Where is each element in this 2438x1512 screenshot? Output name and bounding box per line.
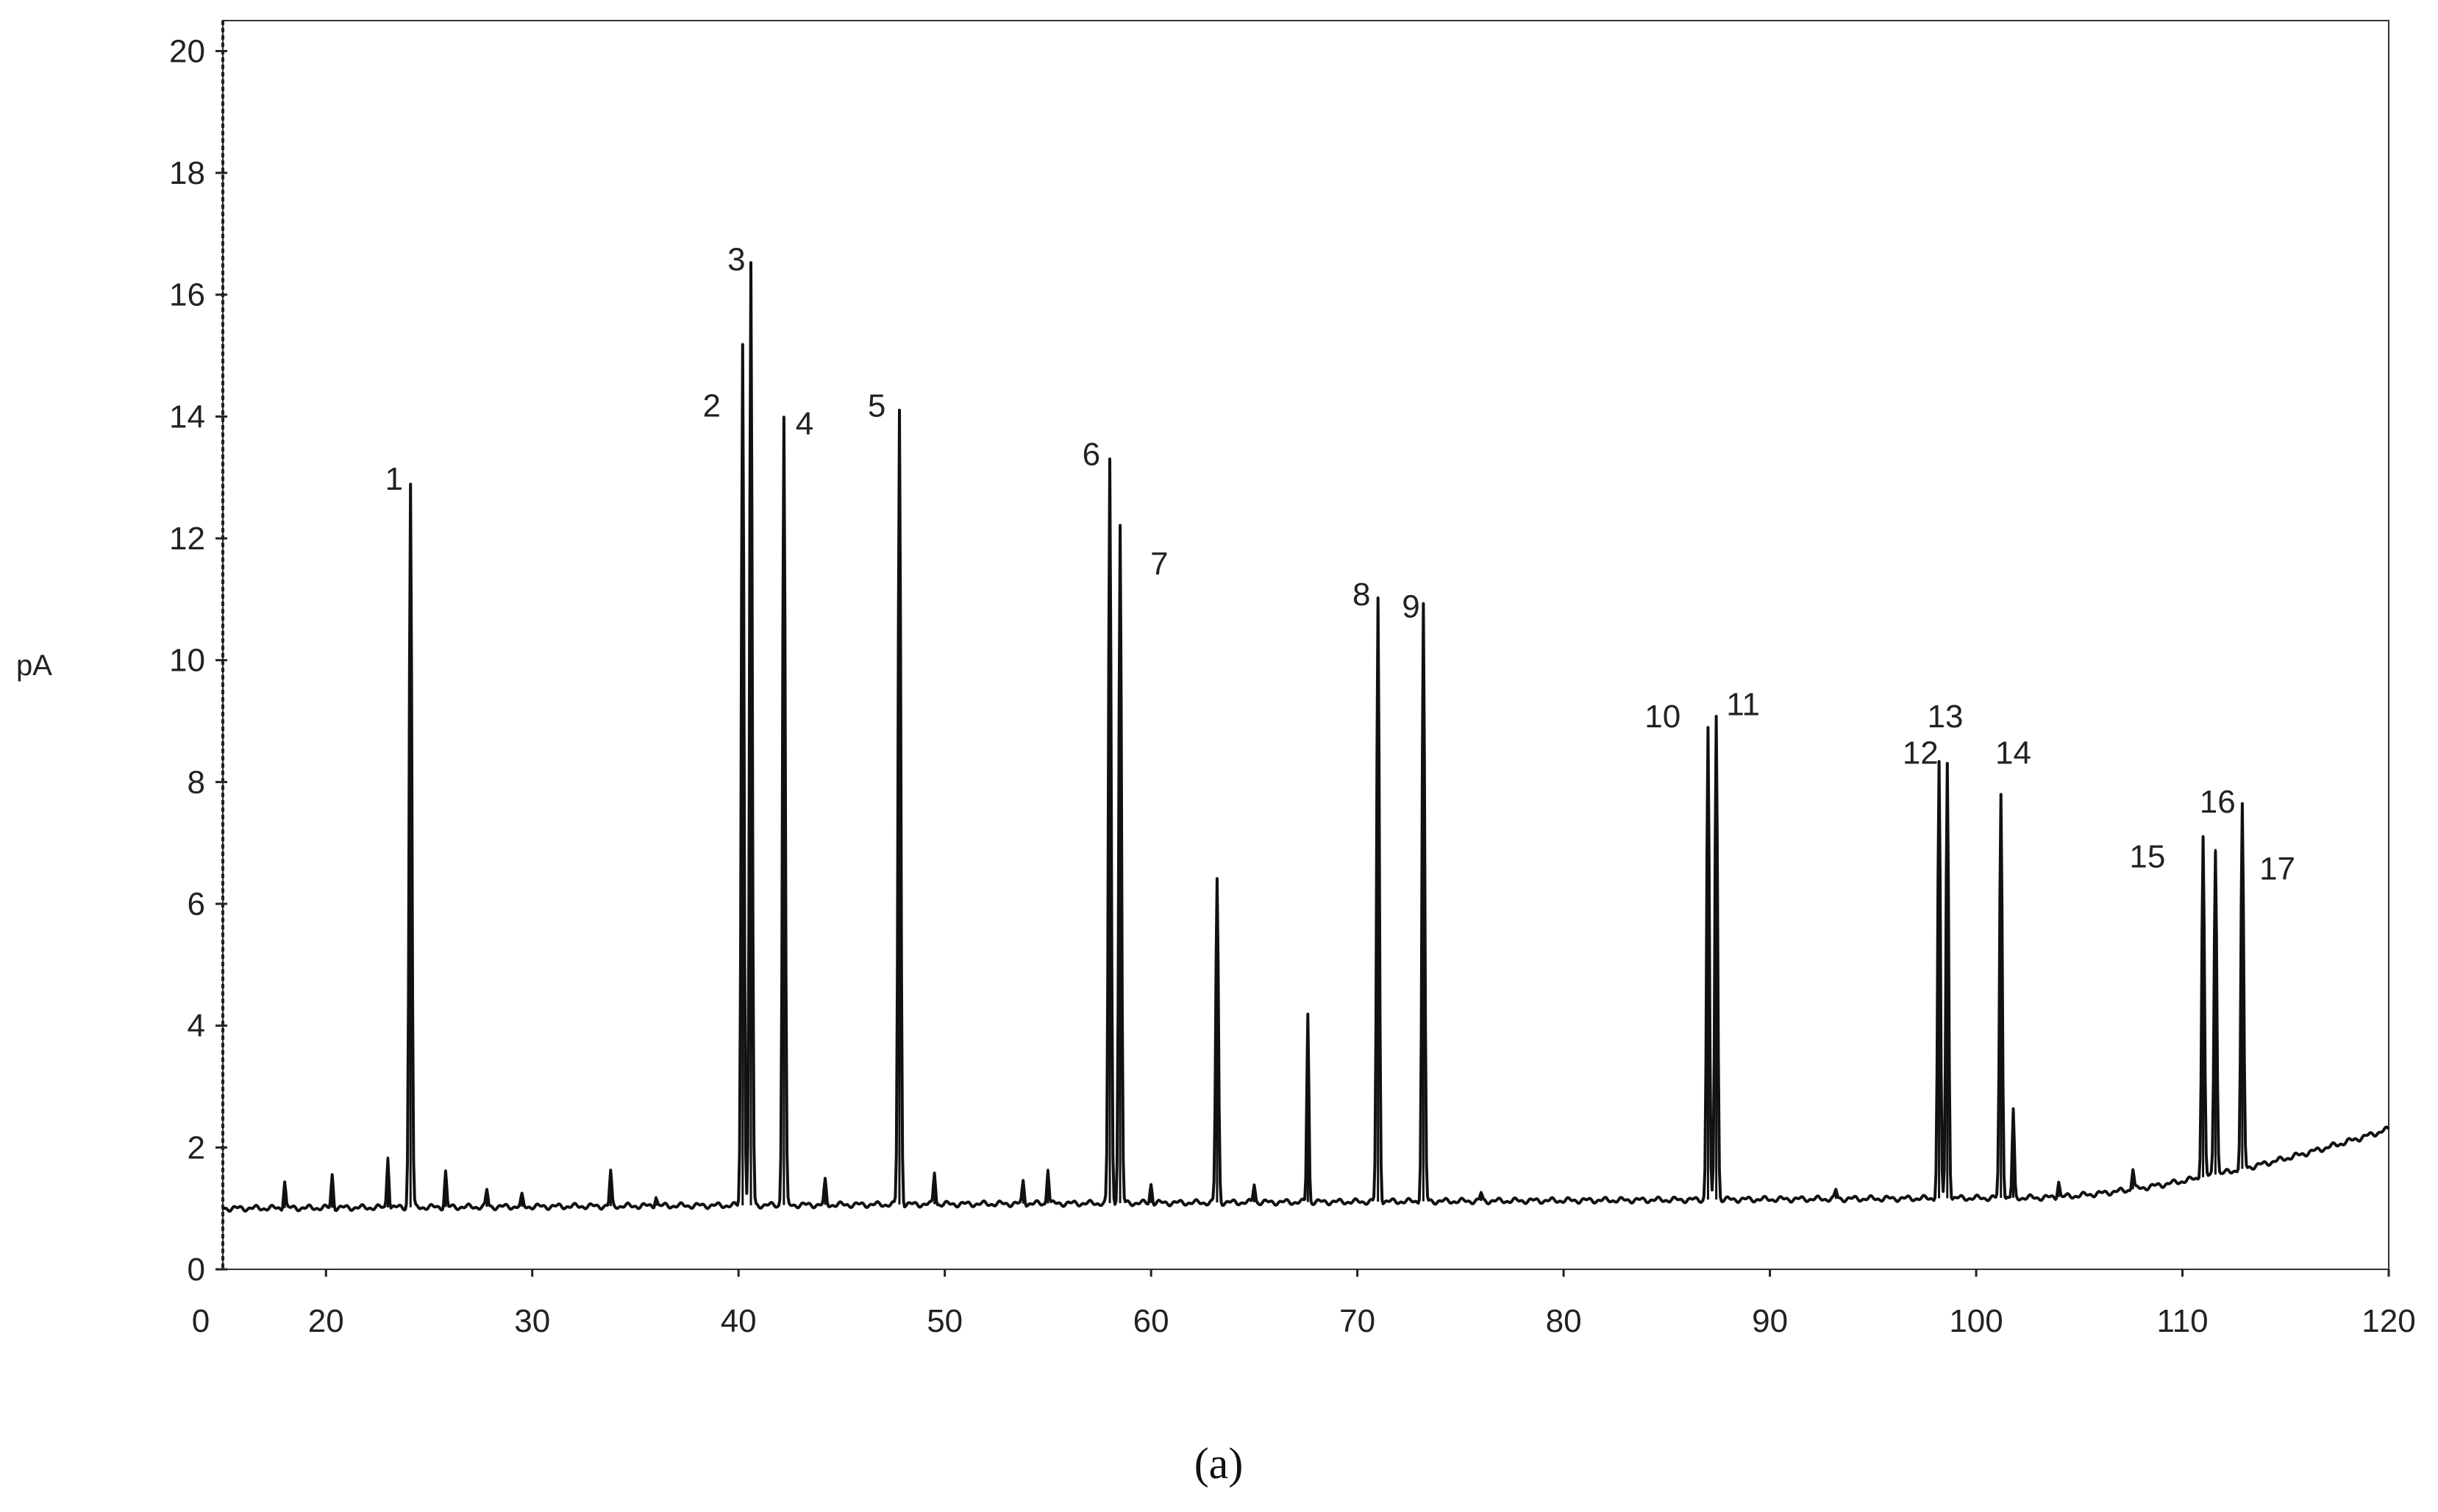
figure-caption: (a) (1194, 1439, 1244, 1488)
y-axis-ticks: 0 2 4 6 8 10 12 14 16 18 20 (169, 33, 227, 1288)
peak-label-10: 10 (1644, 699, 1680, 735)
y-tick-label: 8 (188, 764, 205, 800)
peak-label-13: 13 (1927, 699, 1963, 735)
y-tick-label: 4 (188, 1008, 205, 1044)
y-axis-label: pA (16, 649, 52, 682)
x-tick-label: 30 (514, 1303, 550, 1339)
peak-label-6: 6 (1083, 437, 1100, 473)
peak-label-2: 2 (702, 388, 720, 424)
x-tick-label: 60 (1133, 1303, 1169, 1339)
x-tick-label: 40 (721, 1303, 757, 1339)
peak-label-9: 9 (1402, 589, 1419, 625)
plot-frame (222, 20, 2389, 1270)
peak-label-4: 4 (796, 406, 813, 442)
peak-label-3: 3 (727, 242, 745, 278)
x-tick-label: 50 (927, 1303, 963, 1339)
y-tick-label: 6 (188, 886, 205, 922)
y-tick-label: 10 (169, 643, 205, 679)
x-tick-label: 70 (1339, 1303, 1375, 1339)
y-tick-label: 14 (169, 399, 205, 435)
x-axis-ticks: 20 30 40 50 60 70 80 90 100 110 120 0 (192, 1269, 2416, 1339)
y-tick-label: 20 (169, 33, 205, 69)
y-tick-label: 16 (169, 277, 205, 313)
peak-label-5: 5 (868, 388, 885, 424)
peak-markers (283, 264, 2244, 1208)
x-tick-label: 120 (2362, 1303, 2415, 1339)
peak-label-8: 8 (1352, 577, 1370, 613)
x-tick-label: 80 (1546, 1303, 1582, 1339)
peak-label-16: 16 (2200, 784, 2236, 820)
peak-label-7: 7 (1150, 546, 1168, 582)
peak-label-11: 11 (1726, 686, 1760, 722)
chromatogram-trace (222, 261, 2390, 1213)
peak-label-12: 12 (1903, 735, 1939, 771)
y-tick-label: 12 (169, 521, 205, 557)
y-tick-label: 2 (188, 1130, 205, 1166)
peak-label-1: 1 (385, 461, 403, 497)
peak-label-15: 15 (2129, 838, 2165, 874)
x-tick-label: 110 (2156, 1303, 2208, 1339)
peak-label-14: 14 (1995, 735, 2031, 771)
x-tick-label: 100 (1949, 1303, 2003, 1339)
origin-tick-label: 0 (192, 1303, 210, 1339)
x-tick-label: 20 (308, 1303, 344, 1339)
y-tick-label: 0 (188, 1252, 205, 1288)
peak-label-17: 17 (2259, 851, 2295, 887)
y-tick-label: 18 (169, 155, 205, 191)
x-tick-label: 90 (1752, 1303, 1788, 1339)
